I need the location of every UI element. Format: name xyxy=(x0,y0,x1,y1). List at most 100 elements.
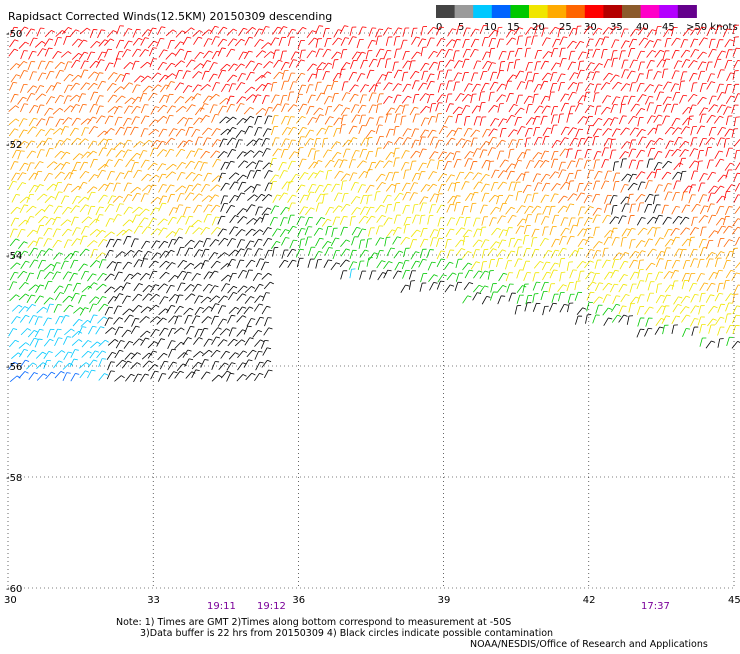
wind-barb-flag xyxy=(170,115,174,116)
wind-barb-flag xyxy=(38,171,42,172)
wind-barb-flag xyxy=(535,249,539,250)
wind-barb-flag xyxy=(77,162,81,163)
colorbar-swatch xyxy=(510,5,529,18)
wind-barb-flag xyxy=(205,261,209,262)
wind-barb-flag xyxy=(205,249,209,250)
colorbar-swatch xyxy=(473,5,492,18)
wind-barb xyxy=(735,150,737,159)
colorbar-swatch xyxy=(659,5,678,18)
wind-barb-flag xyxy=(188,315,192,316)
wind-barb-flag xyxy=(216,83,220,84)
colorbar-swatch xyxy=(566,5,585,18)
wind-barb-flag xyxy=(181,193,185,194)
wind-barb-flag xyxy=(615,40,619,41)
wind-barb-flag xyxy=(153,48,157,49)
colorbar-swatch xyxy=(585,5,604,18)
colorbar-swatch xyxy=(548,5,567,18)
wind-barb-flag xyxy=(598,28,602,29)
wind-barb-flag xyxy=(223,27,227,28)
wind-barb-flag xyxy=(160,38,164,39)
wind-barb-flag xyxy=(431,160,435,161)
wind-barb-flag xyxy=(266,26,270,27)
colorbar-label: 20 xyxy=(532,22,545,33)
wind-barb xyxy=(735,183,739,191)
wind-barb-flag xyxy=(93,304,97,305)
wind-barb-flag xyxy=(94,92,98,93)
wind-barb-flag xyxy=(475,29,479,30)
wind-barb-flag xyxy=(719,26,723,27)
wind-barb-flag xyxy=(278,27,282,28)
wind-barb-flag xyxy=(221,216,225,217)
wind-barb-flag xyxy=(319,49,323,50)
wind-barb-flag xyxy=(616,296,620,297)
pass-time-1: 19:11 xyxy=(207,601,236,612)
wind-barb-flag xyxy=(667,104,671,105)
colorbar-swatch xyxy=(455,5,474,18)
wind-barb-flag xyxy=(248,326,252,327)
colorbar-label: 5 xyxy=(458,22,464,33)
wind-barb-flag xyxy=(440,27,444,28)
pass-time-2: 19:12 xyxy=(257,601,286,612)
wind-barb-flag xyxy=(126,73,130,74)
wind-barb-flag xyxy=(579,129,583,130)
lon-tick-label: 36 xyxy=(292,595,305,606)
colorbar-swatch xyxy=(492,5,511,18)
wind-barb-flag xyxy=(694,39,698,40)
wind-barb-flag xyxy=(172,349,176,350)
wind-barb-flag xyxy=(535,229,539,230)
wind-barb-flag xyxy=(712,215,716,216)
wind-barb xyxy=(340,26,344,34)
wind-barb xyxy=(246,27,252,33)
wind-barb-flag xyxy=(243,28,247,29)
wind-barb-flag xyxy=(101,30,105,31)
map-title: Rapidsact Corrected Winds(12.5KM) 201503… xyxy=(8,10,332,23)
colorbar-swatch xyxy=(603,5,622,18)
wind-barb-flag xyxy=(353,173,357,174)
lat-tick-label: -56 xyxy=(6,362,22,373)
wind-barb xyxy=(734,94,738,102)
wind-barb-flag xyxy=(721,138,725,139)
wind-barb xyxy=(734,285,738,293)
wind-barb-flag xyxy=(59,192,63,193)
wind-barb-flag xyxy=(648,204,652,205)
wind-barb-flag xyxy=(319,26,323,27)
lon-tick-label: 45 xyxy=(728,595,740,606)
wind-barb-flag xyxy=(258,128,262,129)
wind-barb-flag xyxy=(736,273,740,274)
wind-barb-flag xyxy=(76,30,80,32)
wind-barb-flag xyxy=(111,371,115,372)
wind-barb xyxy=(480,25,483,33)
wind-barb-flag xyxy=(215,26,219,27)
wind-barb-flag xyxy=(163,196,167,197)
wind-barb-flag xyxy=(423,149,427,150)
wind-barb xyxy=(735,237,739,245)
wind-barb-flag xyxy=(397,95,401,96)
wind-barb-flag xyxy=(703,195,707,196)
wind-barb xyxy=(734,117,736,126)
wind-barb-flag xyxy=(137,29,141,30)
wind-barb-flag xyxy=(328,85,332,86)
wind-barb-flag xyxy=(452,29,456,30)
wind-barb-flag xyxy=(108,49,112,50)
lon-tick-label: 39 xyxy=(438,595,451,606)
wind-barb xyxy=(735,162,740,170)
wind-barb-flag xyxy=(398,28,402,29)
lat-tick-label: -58 xyxy=(6,473,22,484)
wind-barb-flag xyxy=(51,30,55,32)
wind-barb-flag xyxy=(292,29,296,30)
colorbar-label: 40 xyxy=(636,22,649,33)
wind-barb-flag xyxy=(189,216,193,217)
wind-barb-flag xyxy=(182,31,186,33)
wind-barb-flag xyxy=(58,329,62,330)
colorbar-swatch xyxy=(529,5,548,18)
wind-barb-flag xyxy=(14,27,18,28)
wind-barb-flag xyxy=(686,329,690,330)
wind-barb-flag xyxy=(100,96,104,97)
wind-barb-flag xyxy=(432,116,436,117)
wind-barb-flag xyxy=(191,28,194,30)
wind-barb-flag xyxy=(303,27,307,29)
wind-barb-flag xyxy=(502,51,506,52)
wind-barb-flag xyxy=(41,150,45,151)
wind-barb-flag xyxy=(675,71,679,72)
